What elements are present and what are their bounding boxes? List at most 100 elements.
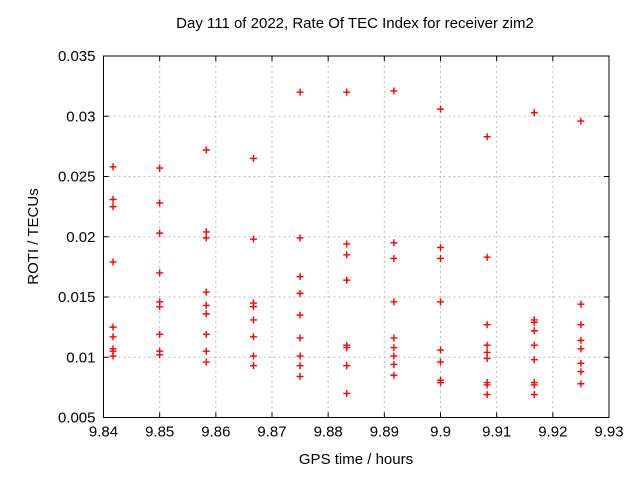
data-point-marker	[530, 341, 538, 349]
data-point-marker	[109, 203, 117, 211]
data-point-marker	[249, 303, 257, 311]
data-point-marker	[202, 310, 210, 318]
data-point-marker	[343, 240, 351, 248]
data-point-marker	[202, 228, 210, 236]
x-tick-label: 9.85	[145, 424, 174, 441]
data-point-marker	[156, 164, 164, 172]
data-point-marker	[296, 289, 304, 297]
data-point-marker	[109, 163, 117, 171]
y-tick-label: 0.015	[58, 289, 96, 306]
data-point-marker	[202, 330, 210, 338]
data-point-marker	[577, 336, 585, 344]
data-point-marker	[390, 352, 398, 360]
data-point-marker	[296, 362, 304, 370]
data-point-marker	[109, 352, 117, 360]
data-point-marker	[437, 105, 444, 113]
grid-layer	[103, 56, 609, 418]
data-point-marker	[437, 244, 444, 252]
data-point-marker	[296, 352, 304, 360]
data-point-marker	[390, 360, 398, 368]
data-point-marker	[156, 269, 164, 277]
data-point-marker	[390, 344, 398, 352]
data-point-marker	[530, 381, 538, 389]
data-point-marker	[483, 348, 491, 356]
data-point-marker	[156, 229, 164, 237]
data-point-marker	[530, 318, 538, 326]
y-tick-label: 0.03	[66, 108, 95, 125]
data-point-marker	[483, 253, 491, 261]
data-point-marker	[530, 327, 538, 335]
data-point-marker	[296, 273, 304, 281]
data-point-marker	[390, 371, 398, 379]
data-point-marker	[437, 379, 444, 387]
data-points-layer	[109, 87, 585, 399]
x-tick-label: 9.92	[538, 424, 567, 441]
data-point-marker	[577, 321, 585, 329]
data-point-marker	[483, 133, 491, 141]
data-point-marker	[437, 346, 444, 354]
data-point-marker	[577, 359, 585, 367]
x-axis-label: GPS time / hours	[299, 451, 413, 468]
tick-label-layer: 9.84 9.85 9.86 9.87 9.88 9.89 9.9 9.91 9.92 9.93 0…	[58, 48, 624, 441]
x-tick-label: 9.93	[594, 424, 623, 441]
data-point-marker	[530, 109, 538, 117]
data-point-marker	[156, 330, 164, 338]
data-point-marker	[343, 251, 351, 259]
data-point-marker	[530, 356, 538, 364]
data-point-marker	[109, 333, 117, 341]
data-point-marker	[530, 391, 538, 399]
x-tick-label: 9.84	[89, 424, 118, 441]
x-tick-label: 9.9	[430, 424, 451, 441]
data-point-marker	[156, 303, 164, 311]
data-point-marker	[202, 347, 210, 355]
data-point-marker	[109, 323, 117, 331]
data-point-marker	[249, 362, 257, 370]
y-axis-label: ROTI / TECUs	[25, 188, 42, 284]
y-tick-label: 0.02	[66, 229, 95, 246]
data-point-marker	[296, 311, 304, 319]
data-point-marker	[249, 352, 257, 360]
chart-title: Day 111 of 2022, Rate Of TEC Index for r…	[176, 15, 534, 32]
data-point-marker	[296, 88, 304, 96]
data-point-marker	[343, 362, 351, 370]
x-tick-label: 9.89	[370, 424, 399, 441]
data-point-marker	[577, 368, 585, 376]
data-point-marker	[296, 234, 304, 242]
data-point-marker	[343, 276, 351, 284]
data-point-marker	[296, 373, 304, 381]
data-point-marker	[483, 354, 491, 362]
data-point-marker	[577, 300, 585, 308]
data-point-marker	[577, 117, 585, 125]
data-point-marker	[577, 345, 585, 353]
data-point-marker	[249, 235, 257, 243]
data-point-marker	[390, 239, 398, 247]
data-point-marker	[483, 321, 491, 329]
y-tick-label: 0.035	[58, 48, 96, 65]
data-point-marker	[437, 254, 444, 262]
data-point-marker	[483, 381, 491, 389]
data-point-marker	[109, 195, 117, 203]
data-point-marker	[156, 199, 164, 207]
data-point-marker	[390, 87, 398, 95]
data-point-marker	[109, 258, 117, 266]
tick-layer	[103, 55, 610, 418]
data-point-marker	[249, 154, 257, 162]
y-tick-label: 0.005	[58, 410, 96, 427]
data-point-marker	[343, 88, 351, 96]
data-point-marker	[577, 380, 585, 388]
x-tick-label: 9.87	[257, 424, 286, 441]
data-point-marker	[390, 254, 398, 262]
data-point-marker	[202, 146, 210, 154]
y-tick-label: 0.01	[66, 349, 95, 366]
x-tick-label: 9.88	[314, 424, 343, 441]
data-point-marker	[249, 333, 257, 341]
y-tick-label: 0.025	[58, 169, 96, 186]
data-point-marker	[202, 288, 210, 296]
data-point-marker	[390, 334, 398, 342]
data-point-marker	[483, 391, 491, 399]
data-point-marker	[390, 298, 398, 306]
x-tick-label: 9.86	[201, 424, 230, 441]
data-point-marker	[437, 298, 444, 306]
